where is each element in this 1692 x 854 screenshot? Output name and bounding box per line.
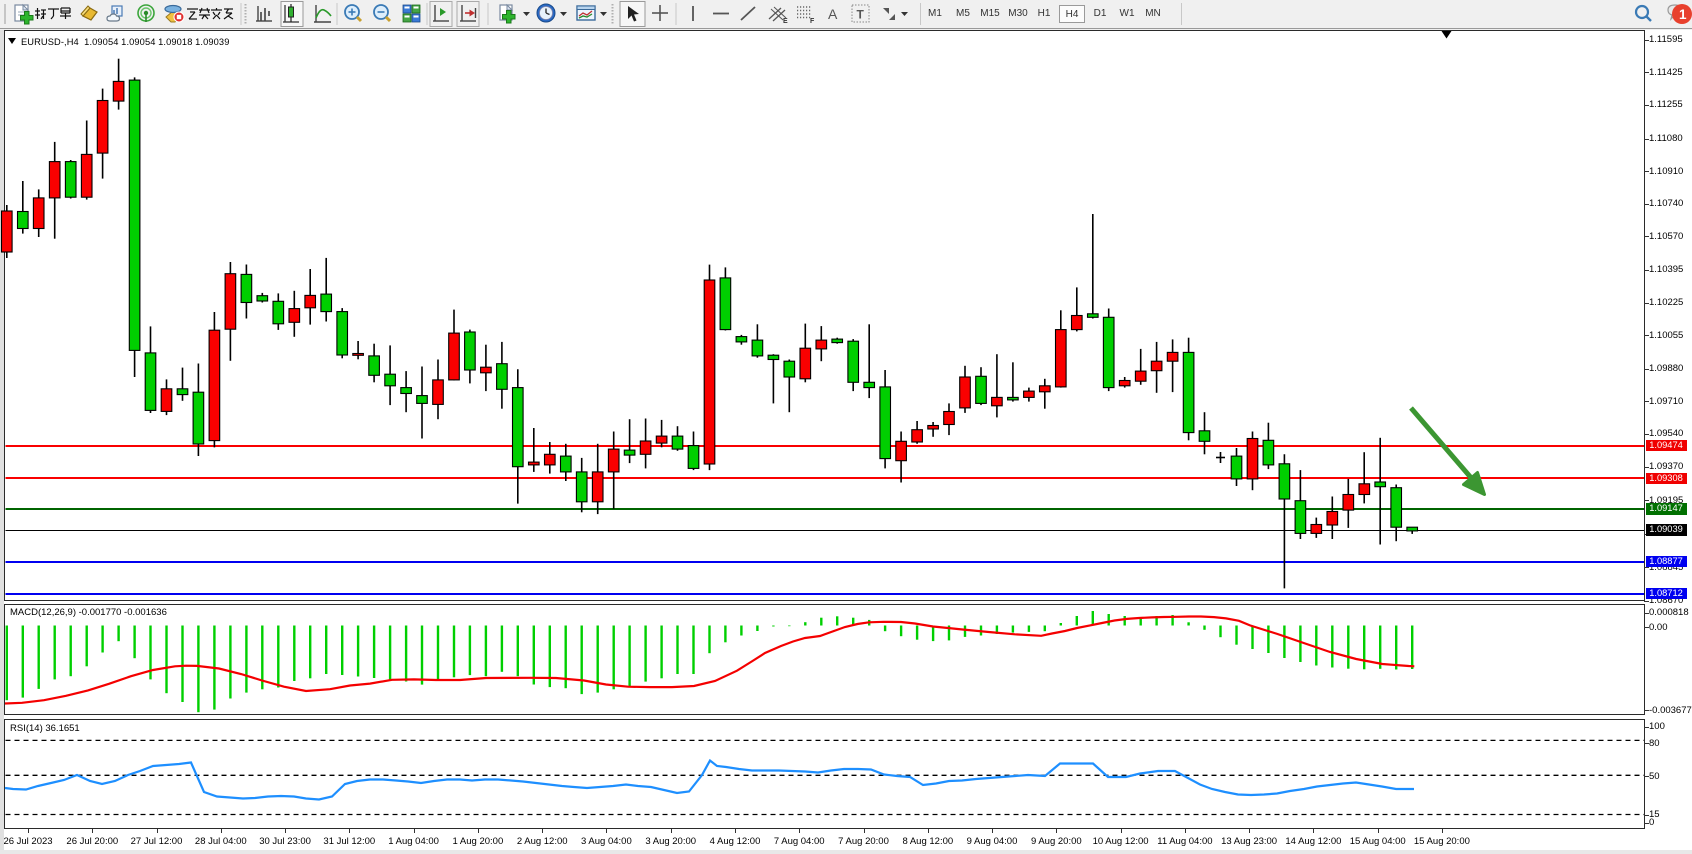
svg-text:MACD(12,26,9) -0.001770 -0.001: MACD(12,26,9) -0.001770 -0.001636 xyxy=(10,607,167,618)
svg-text:T: T xyxy=(857,8,865,22)
svg-text:A: A xyxy=(828,6,838,22)
svg-text:E: E xyxy=(783,18,788,25)
svg-text:RSI(14) 36.1651: RSI(14) 36.1651 xyxy=(10,723,80,734)
svg-text:F: F xyxy=(810,18,815,25)
svg-text:1: 1 xyxy=(1679,7,1687,22)
